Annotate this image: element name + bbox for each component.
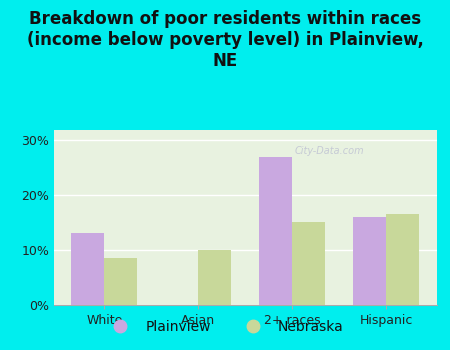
Bar — [259, 157, 292, 304]
Bar — [292, 223, 325, 304]
Bar — [386, 214, 419, 304]
Bar — [198, 250, 231, 304]
Text: Breakdown of poor residents within races
(income below poverty level) in Plainvi: Breakdown of poor residents within races… — [27, 10, 423, 70]
Bar — [104, 258, 137, 304]
Bar — [72, 233, 104, 304]
Legend: Plainview, Nebraska: Plainview, Nebraska — [101, 314, 349, 340]
Bar — [353, 217, 386, 304]
Text: City-Data.com: City-Data.com — [295, 146, 364, 155]
